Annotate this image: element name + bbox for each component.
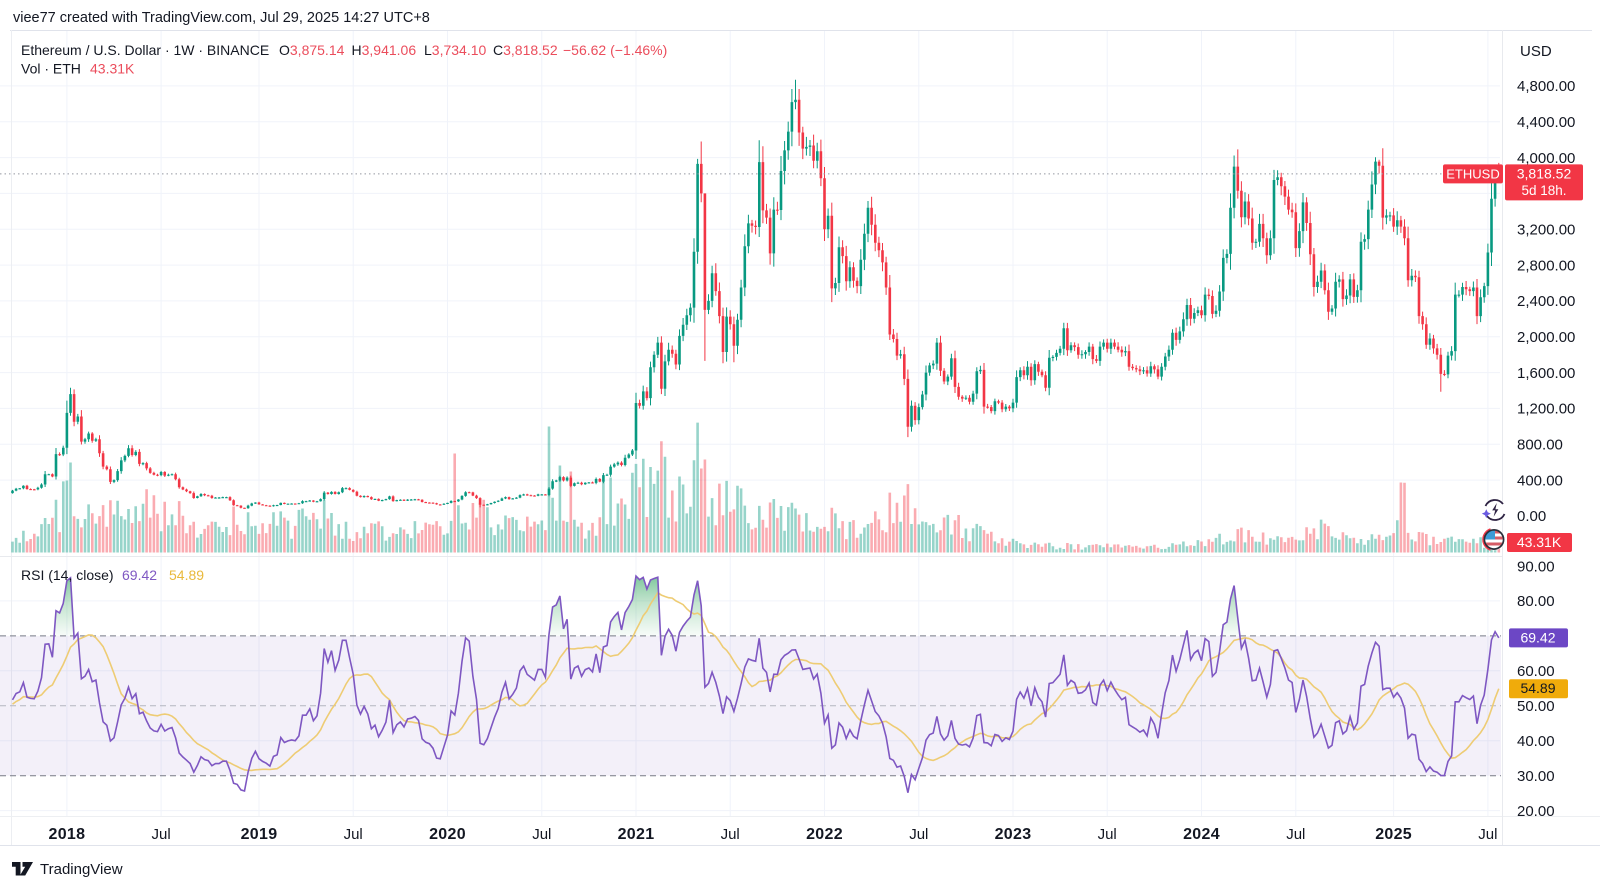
svg-text:40.00: 40.00 [1517,733,1555,750]
svg-text:Ethereum / U.S. Dollar · 1W ·: Ethereum / U.S. Dollar · 1W · BINANCE O3,… [21,42,667,58]
svg-text:30.00: 30.00 [1517,768,1555,785]
svg-text:Jul: Jul [1478,826,1497,843]
svg-text:2023: 2023 [995,826,1032,843]
svg-text:400.00: 400.00 [1517,472,1563,489]
svg-text:4,000.00: 4,000.00 [1517,150,1575,167]
svg-text:3,818.52: 3,818.52 [1517,165,1572,181]
svg-text:1,600.00: 1,600.00 [1517,365,1575,382]
svg-text:2020: 2020 [429,826,466,843]
svg-text:43.31K: 43.31K [1517,534,1562,550]
svg-text:2,400.00: 2,400.00 [1517,293,1575,310]
svg-text:1,200.00: 1,200.00 [1517,401,1575,418]
svg-text:viee77 created with TradingVie: viee77 created with TradingView.com, Jul… [13,10,430,26]
svg-text:Jul: Jul [344,826,363,843]
svg-text:80.00: 80.00 [1517,593,1555,610]
svg-text:4,800.00: 4,800.00 [1517,78,1575,95]
svg-text:5d 18h.: 5d 18h. [1521,183,1566,198]
svg-text:2019: 2019 [241,826,278,843]
svg-text:Jul: Jul [1286,826,1305,843]
svg-text:USD: USD [1520,43,1552,60]
svg-text:20.00: 20.00 [1517,803,1555,820]
svg-text:Jul: Jul [909,826,928,843]
svg-text:0.00: 0.00 [1517,508,1546,525]
svg-text:2025: 2025 [1375,826,1412,843]
svg-text:TradingView: TradingView [40,861,123,878]
svg-text:2021: 2021 [618,826,655,843]
svg-text:4,400.00: 4,400.00 [1517,114,1575,131]
svg-text:ETHUSD: ETHUSD [1446,166,1499,181]
svg-text:Jul: Jul [721,826,740,843]
svg-text:Jul: Jul [1098,826,1117,843]
svg-text:2022: 2022 [806,826,843,843]
svg-text:Jul: Jul [152,826,171,843]
svg-text:90.00: 90.00 [1517,558,1555,575]
svg-text:3,200.00: 3,200.00 [1517,222,1575,239]
svg-text:50.00: 50.00 [1517,698,1555,715]
svg-text:800.00: 800.00 [1517,437,1563,454]
svg-text:2024: 2024 [1183,826,1220,843]
svg-text:Jul: Jul [532,826,551,843]
svg-text:69.42: 69.42 [1520,629,1555,645]
svg-text:60.00: 60.00 [1517,663,1555,680]
svg-text:2,000.00: 2,000.00 [1517,329,1575,346]
svg-text:2018: 2018 [49,826,86,843]
svg-text:54.89: 54.89 [1520,680,1555,696]
svg-text:2,800.00: 2,800.00 [1517,257,1575,274]
